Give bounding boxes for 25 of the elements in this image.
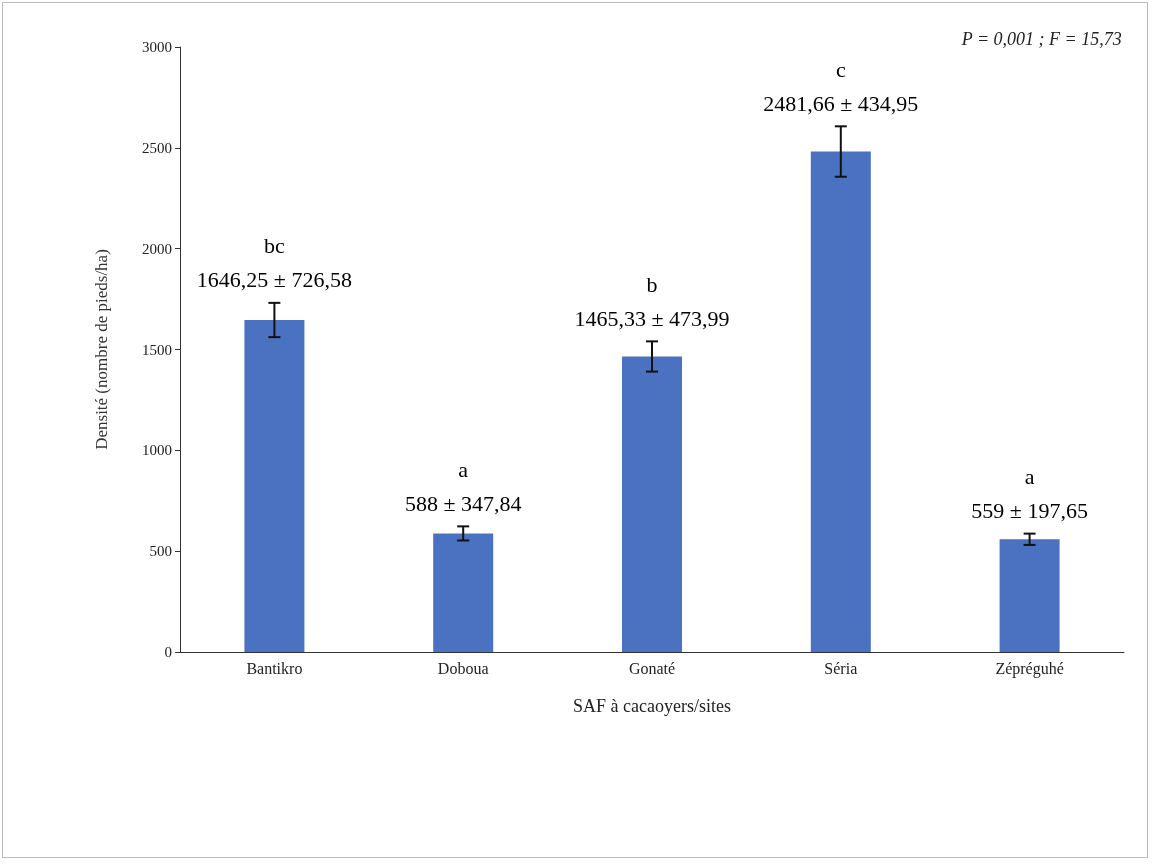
- x-tick-label: Bantikro: [246, 659, 303, 677]
- x-tick-label: Gonaté: [628, 659, 676, 677]
- x-axis-title: SAF à cacaoyers/sites: [573, 696, 731, 716]
- y-tick-label: 0: [164, 644, 172, 660]
- data-label: bc 1646,25 ± 726,58: [196, 233, 352, 293]
- x-tick-label: Doboua: [437, 659, 489, 677]
- bar: [810, 151, 871, 652]
- y-tick-label: 3000: [142, 39, 172, 55]
- y-tick-label: 2000: [142, 240, 172, 257]
- bar: [433, 533, 494, 652]
- data-label: b 1465,33 ± 473,99: [574, 271, 730, 331]
- bar: [999, 539, 1060, 652]
- x-tick-label: Zépréguhé: [995, 659, 1064, 678]
- data-label: c 2481,66 ± 434,95: [763, 56, 919, 116]
- annotation: P = 0,001 ; F = 15,73: [960, 29, 1122, 49]
- y-tick-label: 1500: [142, 341, 172, 358]
- bar: [622, 356, 682, 652]
- y-tick-label: 2500: [142, 139, 172, 156]
- bar: [244, 320, 305, 652]
- y-tick-label: 1000: [142, 442, 172, 459]
- y-tick-label: 500: [149, 543, 172, 560]
- data-label: a 559 ± 197,65: [971, 464, 1088, 524]
- y-axis-title: Densité (nombre de pieds/ha): [92, 249, 111, 450]
- x-tick-label: Séria: [824, 659, 858, 677]
- data-label: a 588 ± 347,84: [404, 456, 522, 516]
